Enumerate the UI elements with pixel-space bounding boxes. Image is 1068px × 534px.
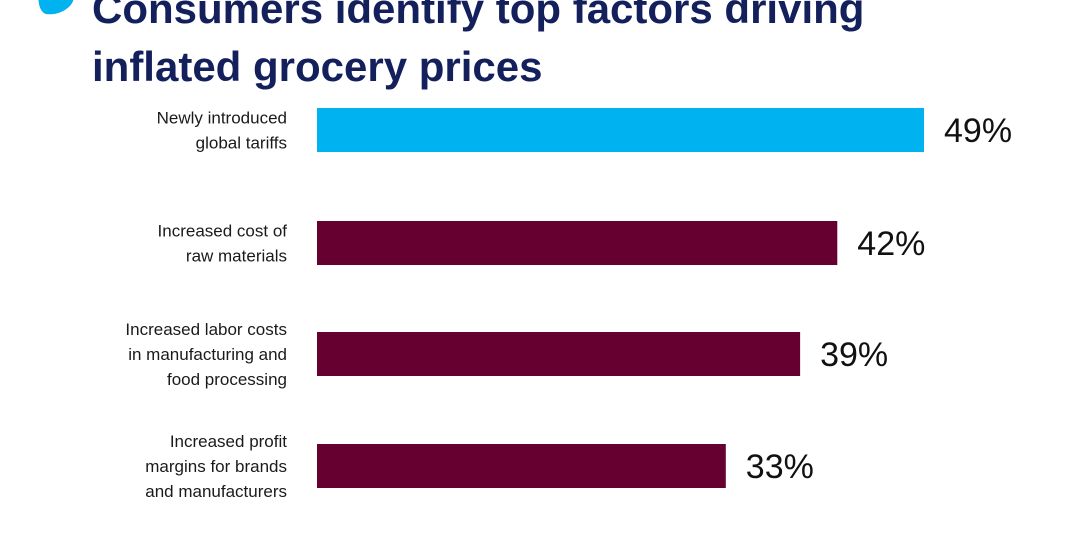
value-label-1: 49% [944,112,1012,150]
value-label-2: 42% [857,225,925,263]
chart-title: Consumers identify top factors driving i… [92,0,864,96]
bar-1 [317,108,924,152]
bar-2 [317,221,838,265]
category-label-3: Increased labor costs in manufacturing an… [125,320,287,389]
chart-title-line-2: inflated grocery prices [92,43,543,90]
chart-title-line-1: Consumers identify top factors driving [92,0,865,32]
value-label-3: 39% [820,336,888,374]
category-label-2: Increased cost of raw materials [158,222,288,266]
brand-logo-icon [38,0,74,15]
category-label-1: Newly introduced global tariffs [157,109,287,153]
bar-3 [317,332,801,376]
category-label-4: Increased profit margins for brands and ma… [145,432,287,501]
bar-4 [317,444,726,488]
value-label-4: 33% [746,448,814,486]
